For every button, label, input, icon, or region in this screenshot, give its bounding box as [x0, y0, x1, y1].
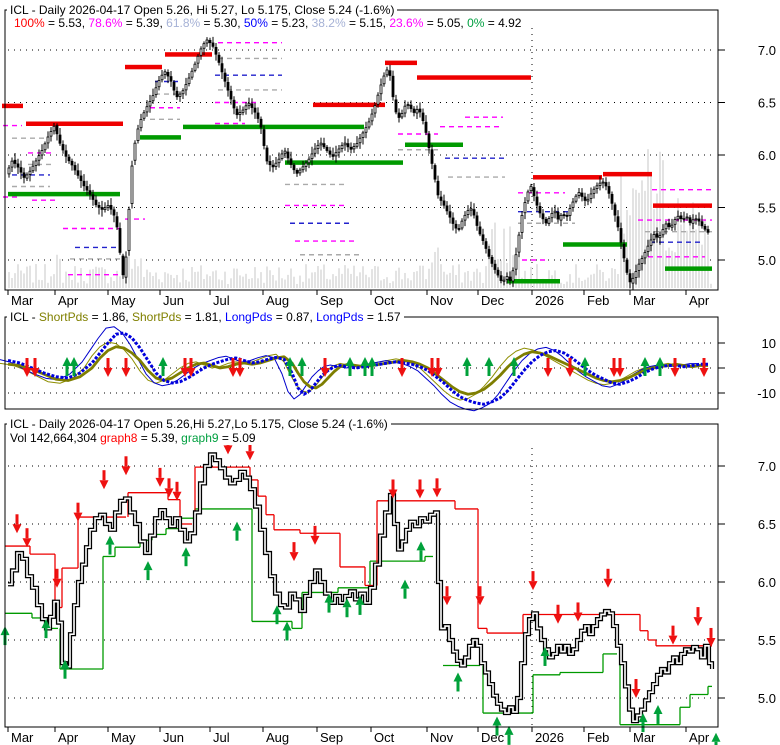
x-axis-month-label: Feb — [587, 730, 609, 745]
fib-level-value: = 5.15, — [345, 16, 390, 30]
oscillator-series-value: = 1.57 — [363, 310, 401, 324]
oscillator-series-name: ShortPds — [38, 310, 89, 324]
x-axis-month-label: Apr — [689, 730, 710, 745]
oscillator-series-value: = 1.81, — [181, 310, 226, 324]
volume-label: Vol 142,664,304 — [10, 431, 101, 445]
x-axis-month-label: Oct — [374, 293, 395, 308]
top-panel: 7.0 6.5 6.0 5.5 5.0 Mar Apr May Jun Jul Aug Sep Oct N… — [7, 43, 776, 308]
top-candlesticks — [7, 36, 710, 290]
graph9-label: graph9 — [181, 431, 219, 445]
fib-level-label: 38.2% — [311, 16, 346, 30]
x-axis-month-label: Mar — [633, 293, 656, 308]
fib-level-value: = 5.05, — [423, 16, 468, 30]
fib-level-label: 100% — [14, 16, 45, 30]
y-axis-label: 7.0 — [758, 43, 776, 58]
x-axis-month-label: Jul — [213, 730, 230, 745]
x-axis-month-label: Apr — [58, 730, 79, 745]
y-axis-label: 6.0 — [758, 575, 776, 590]
fib-level-label: 50% — [243, 16, 268, 30]
bottom-title-text: ICL - Daily 2026-04-17 Open 5.26,Hi 5.27… — [10, 417, 388, 431]
x-axis-month-label: 2026 — [535, 730, 564, 745]
top-fib-dashed-levels — [3, 41, 712, 276]
oscillator-panel-title: ICL - ShortPds = 1.86, ShortPds = 1.81, … — [7, 311, 404, 324]
y-axis-label: 5.5 — [758, 201, 776, 216]
oscillator-series-name: LongPds — [316, 310, 364, 324]
x-axis-month-label: Mar — [633, 730, 656, 745]
fib-level-value: = 5.23, — [267, 16, 312, 30]
y-axis-label: 6.0 — [758, 148, 776, 163]
volume-graph-row: Vol 142,664,304 graph8 = 5.39, graph9 = … — [7, 432, 259, 445]
bottom-panel: 7.0 6.5 6.0 5.5 5.0 Mar Apr May Jun Jul Aug Sep Oct N… — [7, 459, 776, 745]
x-axis-month-label: 2026 — [535, 293, 564, 308]
x-axis-month-label: Apr — [689, 293, 710, 308]
x-axis-month-label: Mar — [11, 730, 34, 745]
oscillator-signal-arrows — [22, 357, 709, 377]
x-axis-month-label: Nov — [430, 730, 454, 745]
y-axis-label: 5.5 — [758, 633, 776, 648]
oscillator-series-name: ShortPds — [131, 310, 182, 324]
top-title-text: ICL - Daily 2026-04-17 Open 5.26, Hi 5.2… — [10, 3, 395, 17]
top-volume-bars — [8, 149, 712, 288]
fib-level-label: 23.6% — [389, 16, 424, 30]
fib-levels-row: 100% = 5.53, 78.6% = 5.39, 61.8% = 5.30,… — [11, 16, 525, 30]
fib-level-value: = 5.53, — [44, 16, 89, 30]
fib-level-value: = 5.39, — [122, 16, 167, 30]
y-axis-label: 5.0 — [758, 253, 776, 268]
x-axis-month-label: May — [111, 293, 136, 308]
top-gridlines — [8, 28, 716, 288]
x-axis-month-label: May — [111, 730, 136, 745]
oscillator-series-value: = 0.87, — [272, 310, 317, 324]
price-signal-arrows — [0, 435, 721, 745]
y-axis-label: 0 — [769, 361, 776, 376]
x-axis-month-label: Sep — [320, 293, 343, 308]
graph9-value: = 5.09 — [218, 431, 256, 445]
y-axis-label: 6.5 — [758, 96, 776, 111]
fib-level-label: 0% — [467, 16, 485, 30]
x-axis-month-label: Jul — [213, 293, 230, 308]
x-axis-month-label: Dec — [481, 293, 505, 308]
top-stop-level-bars — [2, 52, 712, 284]
x-axis-month-label: Aug — [266, 730, 289, 745]
x-axis-month-label: Nov — [430, 293, 454, 308]
x-axis-month-label: Aug — [266, 293, 289, 308]
x-axis-month-label: Mar — [11, 293, 34, 308]
y-axis-label: 5.0 — [758, 691, 776, 706]
y-axis-label: 7.0 — [758, 459, 776, 474]
x-axis-month-label: Dec — [481, 730, 505, 745]
oscillator-series-name: LongPds — [225, 310, 273, 324]
x-axis-month-label: Jun — [163, 293, 184, 308]
oscillator-series-value: = 1.86, — [88, 310, 132, 324]
top-panel-title: ICL - Daily 2026-04-17 Open 5.26, Hi 5.2… — [7, 3, 398, 17]
x-axis-month-label: Apr — [58, 293, 79, 308]
x-axis-month-label: Feb — [587, 293, 609, 308]
y-axis-label: -10 — [757, 386, 776, 401]
bottom-gridlines — [8, 448, 716, 725]
y-axis-label: 6.5 — [758, 517, 776, 532]
x-axis-month-label: Jun — [163, 730, 184, 745]
fib-level-value: = 5.30, — [200, 16, 244, 30]
x-axis-month-label: Oct — [374, 730, 395, 745]
y-axis-label: 10 — [762, 336, 776, 351]
symbol-label: ICL - — [10, 310, 39, 324]
fib-level-value: = 4.92 — [484, 16, 522, 30]
fib-level-label: 78.6% — [88, 16, 123, 30]
bottom-panel-title: ICL - Daily 2026-04-17 Open 5.26,Hi 5.27… — [7, 418, 391, 431]
fib-level-label: 61.8% — [166, 16, 201, 30]
x-axis-month-label: Sep — [320, 730, 343, 745]
graph8-value: = 5.39, — [137, 431, 182, 445]
graph8-label: graph8 — [100, 431, 138, 445]
